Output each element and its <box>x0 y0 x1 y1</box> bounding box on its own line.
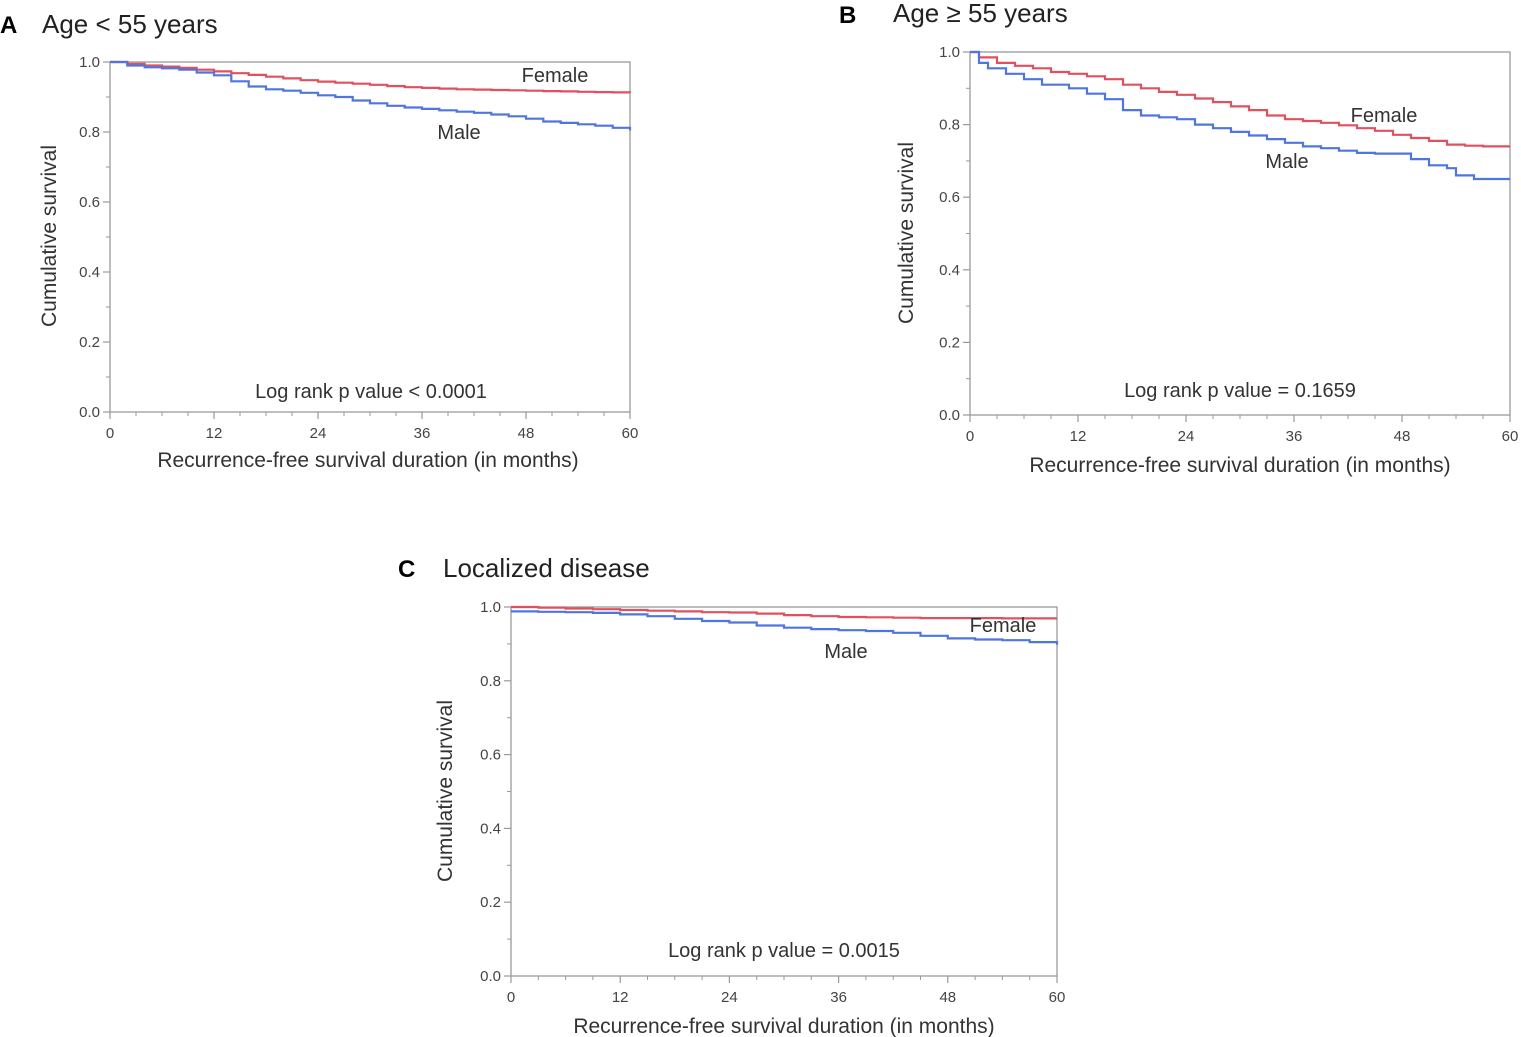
y-tick-label: 0.0 <box>939 407 960 424</box>
male-curve-label: Male <box>824 641 867 663</box>
x-axis-label: Recurrence-free survival duration (in mo… <box>573 1015 994 1037</box>
log-rank-annotation: Log rank p value < 0.0001 <box>255 381 487 403</box>
y-tick-label: 0.8 <box>79 124 100 141</box>
plot-area: 0.0 0.2 0.4 0.6 0.8 1.0 0 12 24 36 48 60 <box>79 54 638 442</box>
survival-curve-male <box>970 50 1510 181</box>
panel-title: Age < 55 years <box>42 9 218 39</box>
survival-curve-male <box>110 60 632 131</box>
y-tick-label: 0.6 <box>939 189 960 206</box>
x-axis-label: Recurrence-free survival duration (in mo… <box>1029 454 1450 477</box>
y-tick-label: 0.4 <box>939 262 960 279</box>
plot-frame <box>109 61 631 413</box>
x-tick-label: 60 <box>1502 428 1519 445</box>
x-tick-label: 24 <box>721 989 738 1006</box>
x-tick-label: 36 <box>1286 428 1303 445</box>
x-tick-label: 48 <box>518 425 535 442</box>
x-tick-label: 60 <box>622 425 639 442</box>
log-rank-annotation: Log rank p value = 0.1659 <box>1124 380 1356 402</box>
male-curve-label: Male <box>1265 151 1308 173</box>
female-curve-label: Female <box>1351 105 1418 127</box>
survival-curve-male <box>511 610 1059 645</box>
y-axis-label: Cumulative survival <box>38 145 61 327</box>
x-tick-label: 24 <box>1178 428 1195 445</box>
panel-a: A Age < 55 years Cumulative survival Rec… <box>0 9 638 472</box>
y-tick-label: 0.0 <box>79 404 100 421</box>
y-tick-label: 0.6 <box>480 747 501 764</box>
x-tick-label: 12 <box>612 989 629 1006</box>
y-tick-label: 1.0 <box>480 599 501 616</box>
panel-title: Localized disease <box>443 553 650 583</box>
y-tick-label: 0.4 <box>480 820 501 837</box>
survival-curve-female <box>970 50 1510 148</box>
y-tick-label: 0.6 <box>79 194 100 211</box>
y-tick-label: 1.0 <box>79 54 100 71</box>
log-rank-annotation: Log rank p value = 0.0015 <box>668 940 900 962</box>
x-tick-label: 12 <box>1070 428 1087 445</box>
y-tick-label: 0.8 <box>480 673 501 690</box>
x-tick-label: 24 <box>310 425 327 442</box>
y-tick-label: 0.8 <box>939 117 960 134</box>
x-tick-label: 48 <box>1394 428 1411 445</box>
x-tick-label: 0 <box>966 428 974 445</box>
panel-b: B Age ≥ 55 years Cumulative survival Rec… <box>839 0 1518 477</box>
panel-letter: A <box>0 12 17 39</box>
x-tick-label: 0 <box>507 989 515 1006</box>
y-axis-label: Cumulative survival <box>895 142 918 324</box>
panel-title: Age ≥ 55 years <box>893 0 1068 28</box>
x-tick-label: 48 <box>939 989 956 1006</box>
panel-letter: B <box>839 2 856 29</box>
y-tick-label: 0.2 <box>939 334 960 351</box>
y-tick-label: 0.2 <box>480 894 501 911</box>
plot-frame <box>510 606 1058 977</box>
panel-letter: C <box>398 556 415 583</box>
female-curve-label: Female <box>522 65 589 87</box>
x-axis-label: Recurrence-free survival duration (in mo… <box>157 449 578 472</box>
x-tick-label: 60 <box>1049 989 1066 1006</box>
x-tick-label: 12 <box>206 425 223 442</box>
female-curve-label: Female <box>970 615 1037 637</box>
y-tick-label: 0.0 <box>480 968 501 985</box>
male-curve-label: Male <box>437 122 480 144</box>
y-tick-label: 0.2 <box>79 334 100 351</box>
survival-curve-female <box>511 605 1057 620</box>
plot-area: 0.0 0.2 0.4 0.6 0.8 1.0 0 12 24 36 48 60 <box>480 599 1065 1006</box>
y-axis-label: Cumulative survival <box>434 700 457 882</box>
x-tick-label: 0 <box>106 425 114 442</box>
x-tick-label: 36 <box>414 425 431 442</box>
plot-area: 0.0 0.2 0.4 0.6 0.8 1.0 0 12 24 36 48 60 <box>939 44 1518 445</box>
x-tick-label: 36 <box>830 989 847 1006</box>
y-tick-label: 0.4 <box>79 264 100 281</box>
y-tick-label: 1.0 <box>939 44 960 61</box>
panel-c: C Localized disease Cumulative survival … <box>398 553 1065 1037</box>
